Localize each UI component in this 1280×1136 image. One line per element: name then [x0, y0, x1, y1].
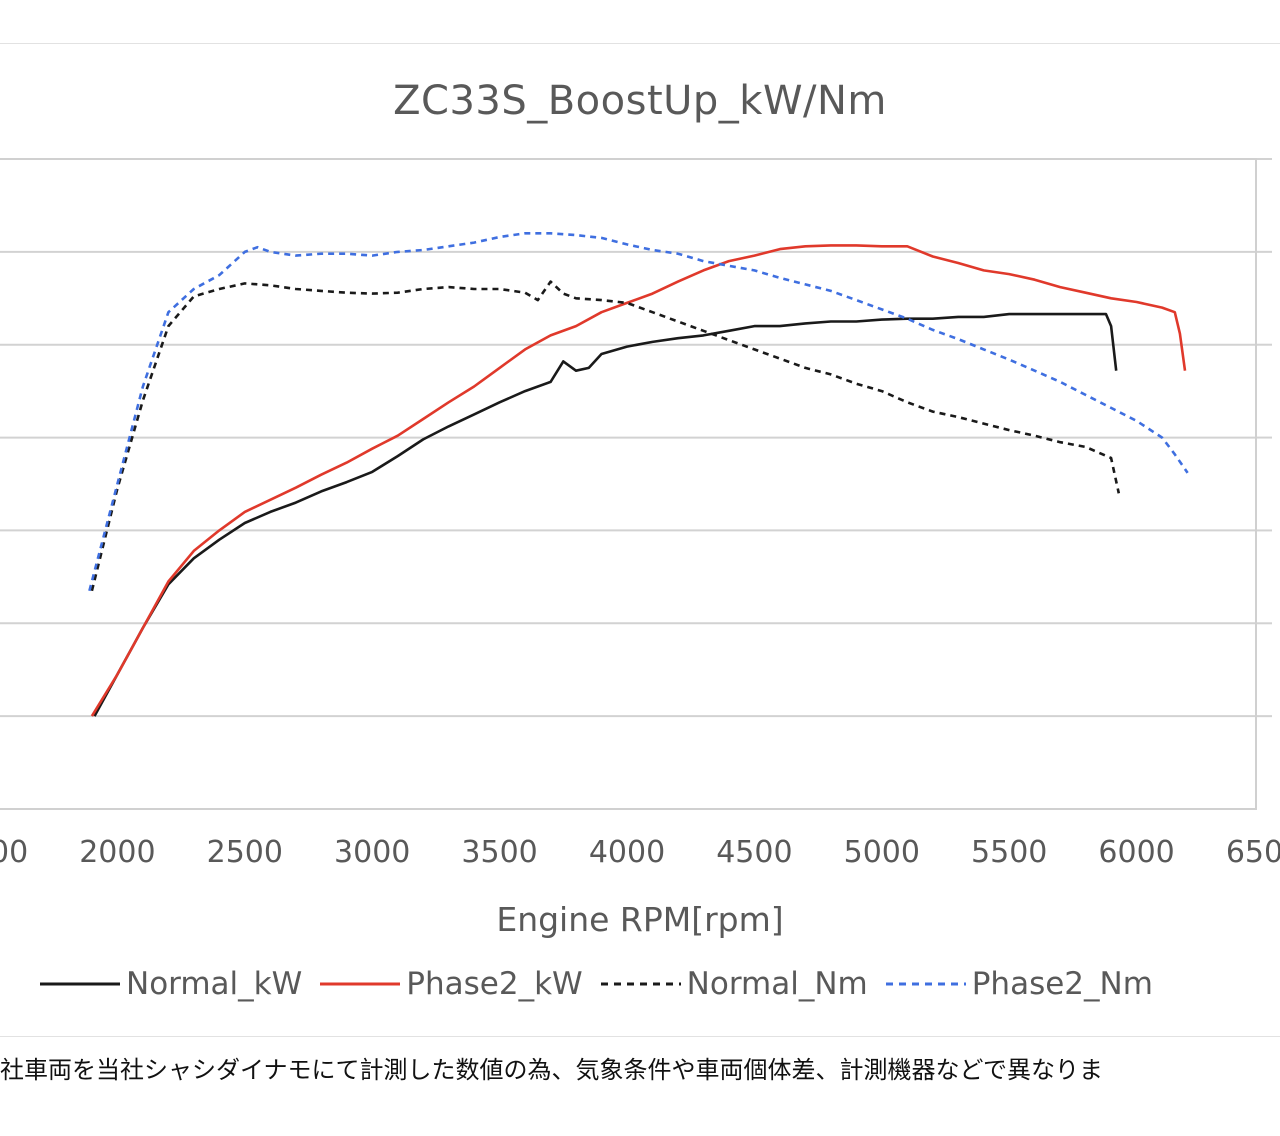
- legend-label-normal-nm: Normal_Nm: [686, 966, 868, 1002]
- line-chart: 1500 2000 2500 3000 3500 4000 4500 5000 5500 6000…: [0, 158, 1280, 870]
- plot-area-border: [0, 158, 1257, 810]
- x-axis-title: Engine RPM[rpm]: [496, 900, 784, 939]
- legend-swatch-phase2-kw: [320, 982, 401, 986]
- legend-label-phase2-nm: Phase2_Nm: [971, 966, 1153, 1002]
- chart-title: ZC33S_BoostUp_kW/Nm: [393, 78, 887, 124]
- series-line-phase2-nm: [88, 232, 1189, 592]
- series-line-normal-nm: [90, 280, 1121, 592]
- footnote: 社車両を当社シャシダイナモにて計測した数値の為、気象条件や車両個体差、計測機器な…: [0, 1056, 1104, 1084]
- x-tick-label-5: 4000: [589, 835, 665, 870]
- x-tick-label-1: 2000: [79, 835, 155, 870]
- x-tick-labels: 1500 2000 2500 3000 3500 4000 4500 5000 5500 6000…: [0, 835, 1280, 870]
- legend-swatch-phase2-nm: [885, 982, 966, 986]
- gridlines: [0, 158, 1272, 718]
- legend-label-phase2-kw: Phase2_kW: [406, 966, 583, 1002]
- legend-item-normal-kw: Normal_kW: [40, 966, 302, 1002]
- bottom-divider: [0, 1036, 1280, 1037]
- x-tick-label-4: 3500: [461, 835, 537, 870]
- x-tick-label-2: 2500: [207, 835, 283, 870]
- x-tick-label-3: 3000: [334, 835, 410, 870]
- legend: Normal_kW Phase2_kW Normal_Nm Phase2_Nm: [40, 962, 1171, 1006]
- legend-swatch-normal-nm: [600, 982, 681, 986]
- legend-item-phase2-nm: Phase2_Nm: [885, 966, 1153, 1002]
- series-line-normal-kw: [93, 312, 1118, 717]
- legend-item-normal-nm: Normal_Nm: [600, 966, 868, 1002]
- series-line-phase2-kw: [90, 244, 1187, 717]
- x-tick-label-8: 5500: [971, 835, 1047, 870]
- x-tick-label-10: 6500: [1226, 835, 1280, 870]
- series-lines: [88, 232, 1189, 717]
- legend-swatch-normal-kw: [40, 982, 120, 986]
- legend-item-phase2-kw: Phase2_kW: [320, 966, 583, 1002]
- x-tick-label-0: 1500: [0, 835, 28, 870]
- x-tick-label-6: 4500: [716, 835, 792, 870]
- top-divider: [0, 43, 1280, 44]
- legend-label-normal-kw: Normal_kW: [126, 966, 303, 1002]
- x-tick-label-9: 6000: [1098, 835, 1174, 870]
- x-tick-label-7: 5000: [844, 835, 920, 870]
